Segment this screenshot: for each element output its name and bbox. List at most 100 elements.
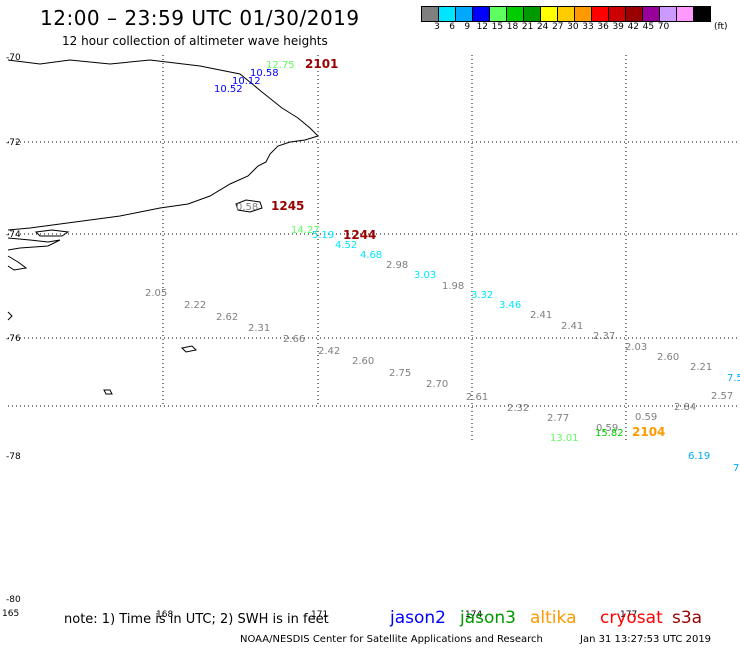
footnote: note: 1) Time is in UTC; 2) SWH is in fe… <box>64 612 329 627</box>
wave-height-value: 2.41 <box>561 321 583 332</box>
island-coulman <box>235 199 263 213</box>
observations: 12.75 10.58 10.12 10.52 0.58 14.27 5.19 … <box>145 60 740 474</box>
legend-label: 3 <box>434 22 440 32</box>
coastline-main <box>7 59 319 231</box>
pass-label: 2101 <box>305 57 338 71</box>
legend-label: 21 <box>521 22 534 32</box>
wave-height-value: 7 <box>733 463 739 474</box>
generated-timestamp: Jan 31 13:27:53 UTC 2019 <box>580 634 712 645</box>
legend-unit: (ft) <box>714 22 728 32</box>
wave-height-value: 2.37 <box>593 331 615 342</box>
wave-height-value: 3.46 <box>499 300 521 311</box>
wave-height-value: 0.59 <box>635 412 657 423</box>
legend-label: 15 <box>491 22 504 32</box>
wave-height-value: 2.61 <box>466 392 488 403</box>
wave-height-value: 2.31 <box>248 323 270 334</box>
axis-labels: -70 -72 -74 -76 -78 -80 165 168 171 174 … <box>2 53 637 620</box>
legend-label: 18 <box>506 22 519 32</box>
wave-height-value: 2.77 <box>547 413 569 424</box>
credit-line: NOAA/NESDIS Center for Satellite Applica… <box>240 634 543 645</box>
wave-height-value: 10.12 <box>232 76 261 87</box>
legend-label: 30 <box>567 22 579 32</box>
lat-label: -80 <box>6 595 21 605</box>
wave-height-value: 2.60 <box>657 352 679 363</box>
coastline <box>7 59 319 395</box>
wave-height-value: 10.52 <box>214 84 243 95</box>
pass-label: 2104 <box>632 425 665 439</box>
wave-height-value: 5.19 <box>312 230 334 241</box>
wave-height-value: 2.05 <box>145 288 167 299</box>
wave-height-value: 2.57 <box>711 391 733 402</box>
map-subtitle: 12 hour collection of altimeter wave hei… <box>62 34 328 48</box>
legend-label: 39 <box>612 22 624 32</box>
legend-label: 45 <box>642 22 655 32</box>
pass-label: 1245 <box>271 199 304 213</box>
wave-height-value: 2.41 <box>530 310 552 321</box>
satellite-jason3: jason3 <box>460 608 516 628</box>
wave-height-value: 0.59 <box>596 423 618 434</box>
satellite-s3a: s3a <box>672 608 703 628</box>
wave-height-value: 6.19 <box>688 451 710 462</box>
satellite-jason2: jason2 <box>390 608 446 628</box>
wave-height-value: 2.60 <box>352 356 374 367</box>
wave-height-value: 2.70 <box>426 379 448 390</box>
wave-height-value: 2.66 <box>283 334 305 345</box>
lat-label: -72 <box>6 138 21 148</box>
satellite-cryosat: cryosat <box>600 608 663 628</box>
wave-height-value: 15.82 <box>595 428 624 439</box>
legend-label: 12 <box>476 22 489 32</box>
legend-label: 36 <box>597 22 609 32</box>
lat-label: -70 <box>6 53 21 63</box>
wave-height-value: 10.58 <box>250 68 279 79</box>
wave-height-value: 2.32 <box>507 403 529 414</box>
legend-labels: 3 6 9 12 15 18 21 24 27 30 33 36 39 42 45 70 <box>422 22 740 36</box>
pass-labels: 2101 1245 1244 2104 <box>271 57 665 439</box>
legend-label: 9 <box>464 22 471 32</box>
lon-label: 174 <box>465 610 482 620</box>
wave-height-value: 2.98 <box>386 260 408 271</box>
wave-height-legend <box>421 6 711 22</box>
map-title: 12:00 – 23:59 UTC 01/30/2019 <box>40 6 360 30</box>
lat-label: -74 <box>6 230 21 240</box>
wave-height-value: 3.03 <box>414 270 436 281</box>
graticule <box>8 55 740 440</box>
lon-label: 171 <box>311 610 328 620</box>
wave-height-value: 12.75 <box>266 60 295 71</box>
wave-height-value: 4.68 <box>360 250 382 261</box>
wave-height-value: 3.32 <box>471 290 493 301</box>
lat-label: -78 <box>6 452 21 462</box>
satellite-altika: altika <box>530 608 577 628</box>
wave-height-value: 13.01 <box>550 433 579 444</box>
wave-height-value: 4.52 <box>335 240 357 251</box>
wave-height-value: 14.27 <box>291 225 320 236</box>
coast-fragment-1 <box>34 229 70 237</box>
wave-height-value: 7.5 <box>727 373 740 384</box>
lon-label: 168 <box>156 610 173 620</box>
legend-label: 33 <box>582 22 594 32</box>
coast-fragment-4 <box>7 311 13 321</box>
wave-height-value: 2.22 <box>184 300 206 311</box>
island-small-2 <box>103 389 113 395</box>
wave-height-value: 2.75 <box>389 368 411 379</box>
wave-height-value: 2.21 <box>690 362 712 373</box>
coast-fragment-3 <box>7 255 28 271</box>
legend-label: 42 <box>627 22 640 32</box>
legend-label: 24 <box>536 22 549 32</box>
lat-label: -76 <box>6 334 21 344</box>
legend-label: 6 <box>449 22 455 32</box>
wave-height-value: 2.03 <box>625 342 647 353</box>
lon-label: 165 <box>2 609 19 619</box>
wave-height-value: 2.62 <box>216 312 238 323</box>
wave-height-value: 2.84 <box>674 402 696 413</box>
wave-height-value: 2.42 <box>318 346 340 357</box>
coast-fragment-2 <box>7 237 61 251</box>
legend-label: 27 <box>552 22 564 32</box>
wave-height-value: 1.98 <box>442 281 464 292</box>
pass-label: 1244 <box>343 228 376 242</box>
legend-swatch <box>693 6 711 22</box>
island-small-1 <box>180 345 198 353</box>
legend-label: 70 <box>657 22 670 32</box>
lon-label: 177 <box>620 610 637 620</box>
